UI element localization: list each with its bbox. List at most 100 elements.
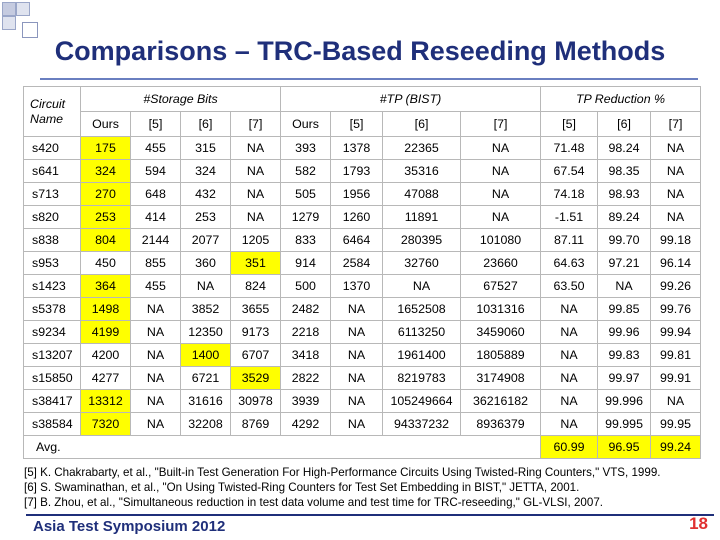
table-cell: NA <box>540 320 599 344</box>
circuit-name-cell: s38584 <box>23 412 81 436</box>
table-cell: 2144 <box>130 228 181 252</box>
col-header: [5] <box>540 111 599 137</box>
table-cell: 99.70 <box>597 228 652 252</box>
table-cell: 99.95 <box>650 412 702 436</box>
average-value: 96.95 <box>597 435 652 459</box>
table-cell: 3418 <box>280 343 332 367</box>
reference-7: [7] B. Zhou, et al., "Simultaneous reduc… <box>24 496 603 509</box>
table-cell: 804 <box>80 228 131 252</box>
table-cell: 175 <box>80 136 131 160</box>
table-cell: -1.51 <box>540 205 599 229</box>
table-cell: 36216182 <box>460 389 542 413</box>
table-cell: 6721 <box>180 366 231 390</box>
col-header: [7] <box>460 111 542 137</box>
table-cell: 4199 <box>80 320 131 344</box>
table-cell: 1961400 <box>382 343 462 367</box>
decor-square <box>2 16 16 30</box>
table-cell: 1279 <box>280 205 332 229</box>
decor-square <box>22 22 38 38</box>
table-cell: 315 <box>180 136 231 160</box>
table-cell: NA <box>229 205 282 229</box>
page-number: 18 <box>689 514 708 533</box>
table-cell: 360 <box>180 251 231 275</box>
table-cell: NA <box>460 159 542 183</box>
table-cell: NA <box>460 136 542 160</box>
table-cell: NA <box>650 205 702 229</box>
table-cell: NA <box>180 274 231 298</box>
table-cell: 98.35 <box>597 159 652 183</box>
table-cell: 98.93 <box>597 182 652 206</box>
table-cell: 94337232 <box>382 412 462 436</box>
table-cell: 6707 <box>229 343 282 367</box>
table-cell: 67527 <box>460 274 542 298</box>
circuit-header-line2: Name <box>30 111 64 126</box>
table-cell: 23660 <box>460 251 542 275</box>
table-cell: 2822 <box>280 366 332 390</box>
col-header: [6] <box>597 111 652 137</box>
circuit-name-cell: s13207 <box>23 343 81 367</box>
table-cell: 1205 <box>229 228 282 252</box>
table-cell: 432 <box>180 182 231 206</box>
col-header: Ours <box>280 111 332 137</box>
table-cell: 8769 <box>229 412 282 436</box>
circuit-name-cell: s641 <box>23 159 81 183</box>
circuit-header-line1: Circuit <box>30 96 66 111</box>
table-cell: 1793 <box>330 159 384 183</box>
table-cell: 253 <box>80 205 131 229</box>
circuit-name-cell: s420 <box>23 136 81 160</box>
table-cell: 99.83 <box>597 343 652 367</box>
table-cell: 1031316 <box>460 297 542 321</box>
table-cell: 505 <box>280 182 332 206</box>
table-row: s38417 13312 NA 31616 30978 3939 NA 105249664 36… <box>23 389 702 413</box>
table-cell: 99.18 <box>650 228 702 252</box>
table-cell: 582 <box>280 159 332 183</box>
table-cell: 99.26 <box>650 274 702 298</box>
table-cell: 455 <box>130 136 181 160</box>
table-cell: NA <box>540 412 599 436</box>
table-cell: 1498 <box>80 297 131 321</box>
table-cell: 105249664 <box>382 389 462 413</box>
comparison-table-container: Circuit Name #Storage Bits #TP (BIST) TP… <box>22 86 702 459</box>
table-cell: NA <box>130 297 181 321</box>
table-cell: 99.995 <box>597 412 652 436</box>
circuit-name-cell: s5378 <box>23 297 81 321</box>
table-cell: NA <box>130 343 181 367</box>
table-cell: 450 <box>80 251 131 275</box>
circuit-name-cell: s15850 <box>23 366 81 390</box>
table-cell: NA <box>130 389 181 413</box>
table-cell: 32208 <box>180 412 231 436</box>
table-cell: 500 <box>280 274 332 298</box>
table-row: s1423 364 455 NA 824 500 1370 NA 67527 63.50 NA 99.… <box>23 274 702 298</box>
table-row: s13207 4200 NA 1400 6707 3418 NA 1961400 1805889… <box>23 343 702 367</box>
table-cell: 30978 <box>229 389 282 413</box>
col-header: [5] <box>130 111 181 137</box>
table-cell: 4277 <box>80 366 131 390</box>
reference-6: [6] S. Swaminathan, et al., "On Using Tw… <box>24 481 580 494</box>
slide-title: Comparisons – TRC-Based Reseeding Method… <box>54 36 666 66</box>
circuit-name-cell: s1423 <box>23 274 81 298</box>
table-cell: 914 <box>280 251 332 275</box>
table-cell: 99.91 <box>650 366 702 390</box>
table-row: s38584 7320 NA 32208 8769 4292 NA 94337232 89363… <box>23 412 702 436</box>
table-cell: 594 <box>130 159 181 183</box>
table-row: s9234 4199 NA 12350 9173 2218 NA 6113250 3459060… <box>23 320 702 344</box>
average-row: Avg. 60.99 96.95 99.24 <box>22 435 702 459</box>
header-row-columns: Ours [5] [6] [7] Ours [5] [6] [7] [5] [6… <box>24 111 702 137</box>
table-cell: 1652508 <box>382 297 462 321</box>
table-row: s641 324 594 324 NA 582 1793 35316 NA 67.54 98.35 N… <box>23 159 702 183</box>
circuit-name-cell: s838 <box>23 228 81 252</box>
table-cell: 67.54 <box>540 159 599 183</box>
table-cell: 3459060 <box>460 320 542 344</box>
table-cell: 1956 <box>330 182 384 206</box>
storage-bits-header: #Storage Bits <box>79 86 282 112</box>
references: [5] K. Chakrabarty, et al., "Built-in Te… <box>24 465 714 510</box>
table-cell: 324 <box>180 159 231 183</box>
circuit-name-cell: s820 <box>23 205 81 229</box>
table-row: s5378 1498 NA 3852 3655 2482 NA 1652508 1031316 N… <box>23 297 702 321</box>
table-cell: 12350 <box>180 320 231 344</box>
table-cell: 324 <box>80 159 131 183</box>
table-cell: 35316 <box>382 159 462 183</box>
circuit-name-header: Circuit Name <box>23 86 81 137</box>
table-cell: 833 <box>280 228 332 252</box>
col-header: [7] <box>650 111 702 137</box>
